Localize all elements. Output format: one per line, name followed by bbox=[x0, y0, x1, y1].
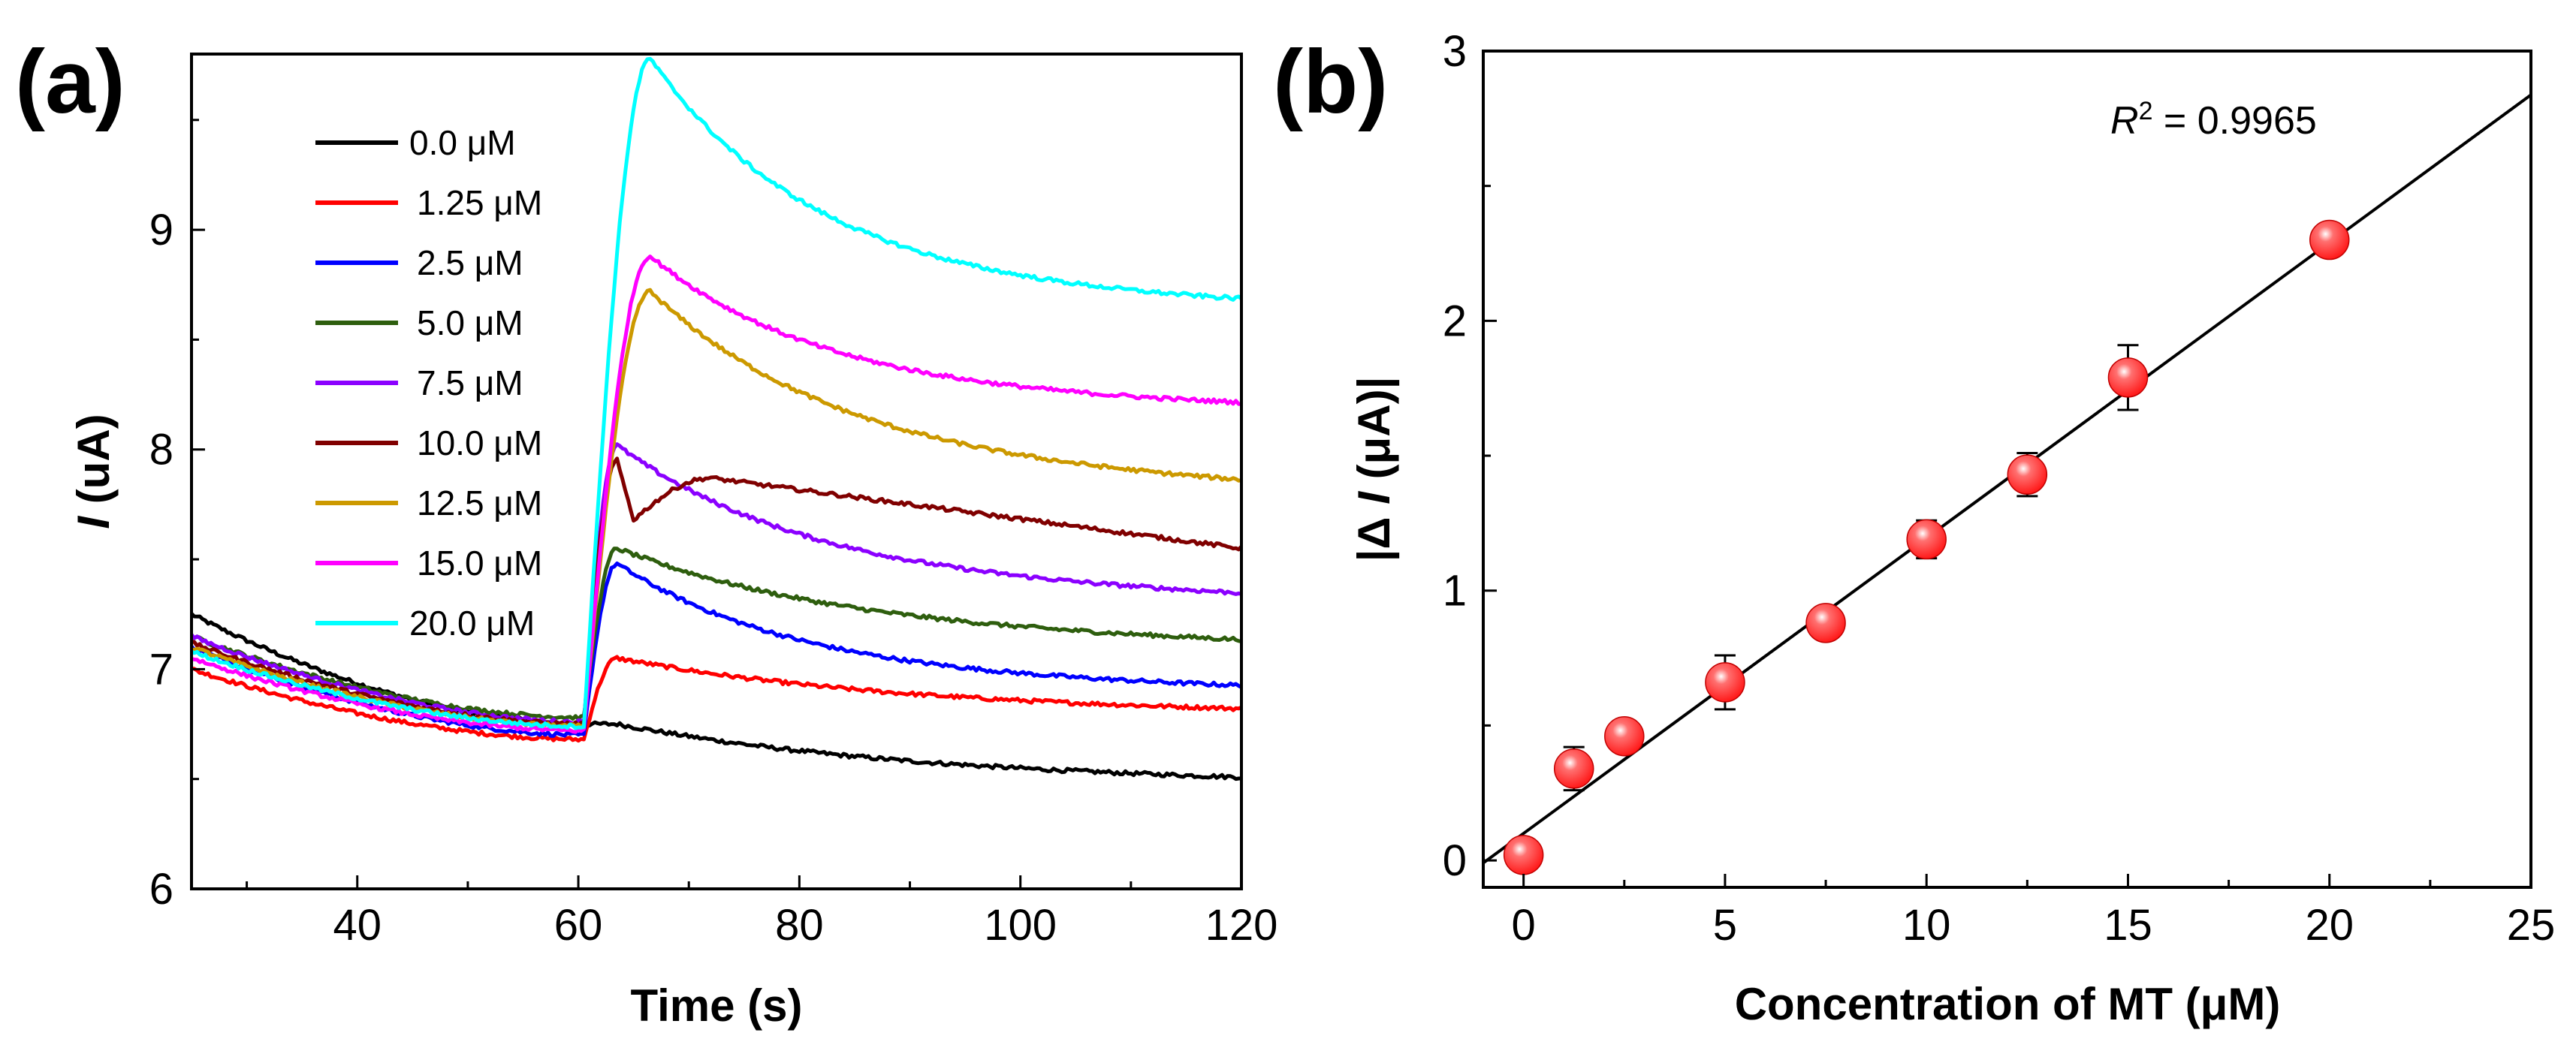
panel-a-legend-label-2: 2.5 μM bbox=[417, 243, 523, 282]
panel-a-ticks: 40 60 80 100 120 6 7 8 9 bbox=[149, 119, 1278, 950]
panel-b-r-squared: R2 = 0.9965 bbox=[2110, 97, 2317, 143]
panel-b-data-point-4 bbox=[1805, 603, 1846, 643]
panel-a-series-line-8 bbox=[190, 56, 1243, 730]
panel-a-series-group bbox=[190, 56, 1243, 781]
panel-a-series-line-1 bbox=[191, 655, 1243, 743]
panel-b-x-tick-label: 25 bbox=[2507, 901, 2556, 950]
panel-b-r-symbol: R bbox=[2110, 99, 2139, 143]
panel-a-y-tick-label: 9 bbox=[149, 206, 173, 254]
panel-b-r-value: = 0.9965 bbox=[2152, 99, 2316, 143]
panel-a-legend-label-3: 5.0 μM bbox=[417, 303, 523, 342]
panel-a-x-tick-label: 120 bbox=[1205, 901, 1278, 950]
panel-b-y-axis-title: |Δ I (μA)| bbox=[1349, 377, 1400, 562]
panel-a-label: (a) bbox=[15, 32, 125, 132]
panel-b-x-tick-label: 0 bbox=[1512, 901, 1536, 950]
panel-b-data-point-5 bbox=[1906, 519, 1947, 560]
panel-b-x-axis-title: Concentration of MT (μM) bbox=[1735, 979, 2281, 1029]
panel-b-r-sup: 2 bbox=[2139, 97, 2153, 125]
panel-a-series-line-6 bbox=[191, 288, 1242, 730]
panel-a-legend-label-8: 20.0 μM bbox=[409, 604, 535, 643]
panel-b-data-point-0 bbox=[1503, 835, 1544, 875]
panel-a-chart: (a) 40 60 80 100 120 6 7 8 9 0.0 μM 1.25 μM 2.5 μM… bbox=[15, 32, 1277, 1031]
panel-b-data-point-8 bbox=[2309, 219, 2350, 260]
panel-b-data-point-2 bbox=[1604, 716, 1645, 757]
panel-a-y-tick-label: 7 bbox=[149, 645, 173, 694]
panel-a-series-line-7 bbox=[191, 254, 1242, 734]
panel-a-legend-label-1: 1.25 μM bbox=[417, 183, 542, 222]
panel-b-x-tick-label: 15 bbox=[2104, 901, 2152, 950]
panel-b-points-group bbox=[1503, 219, 2350, 875]
panel-b-y-axis-title-prefix: |Δ bbox=[1349, 504, 1400, 562]
panel-a-y-axis-title-rest: (uA) bbox=[68, 414, 119, 516]
panel-b-x-tick-label: 20 bbox=[2305, 901, 2354, 950]
panel-b-fit-group bbox=[1482, 93, 2532, 865]
panel-a-legend-label-0: 0.0 μM bbox=[409, 123, 516, 162]
panel-a-y-tick-label: 6 bbox=[149, 865, 173, 914]
panel-b-frame bbox=[1482, 50, 2532, 889]
panel-a-legend-label-6: 12.5 μM bbox=[417, 483, 542, 522]
panel-a-series-line-5 bbox=[191, 456, 1243, 728]
panel-a-series-line-3 bbox=[190, 547, 1242, 721]
panel-b-y-tick-label: 2 bbox=[1443, 297, 1467, 345]
panel-b-y-tick-label: 1 bbox=[1443, 567, 1467, 616]
panel-a-y-axis-title: I (uA) bbox=[68, 414, 119, 529]
panel-a-y-tick-label: 8 bbox=[149, 426, 173, 474]
panel-b-x-tick-label: 10 bbox=[1902, 901, 1951, 950]
panel-a-x-tick-label: 60 bbox=[554, 901, 603, 950]
panel-b-y-axis-title-italic: I bbox=[1349, 491, 1399, 504]
panel-b-data-point-6 bbox=[2007, 454, 2048, 495]
panel-a-legend: 0.0 μM 1.25 μM 2.5 μM 5.0 μM 7.5 μM 10.0 μM 12… bbox=[315, 123, 542, 643]
panel-a-legend-label-4: 7.5 μM bbox=[417, 363, 523, 402]
panel-a-legend-label-5: 10.0 μM bbox=[417, 423, 542, 462]
panel-b-y-axis-title-suffix: (μA)| bbox=[1349, 377, 1400, 492]
panel-b-data-point-3 bbox=[1705, 662, 1745, 703]
panel-a-x-tick-label: 80 bbox=[775, 901, 824, 950]
panel-b-data-point-1 bbox=[1553, 748, 1594, 789]
panel-a-y-axis-title-italic: I bbox=[68, 516, 119, 529]
panel-b-y-tick-label: 0 bbox=[1443, 836, 1467, 885]
panel-b-fit-line bbox=[1482, 93, 2532, 865]
panel-a-frame bbox=[190, 53, 1243, 890]
panel-b-label: (b) bbox=[1273, 32, 1388, 132]
panel-b-data-point-7 bbox=[2107, 357, 2149, 398]
panel-a-x-tick-label: 40 bbox=[333, 901, 382, 950]
panel-a-x-axis-title: Time (s) bbox=[631, 980, 803, 1031]
panel-a-legend-label-7: 15.0 μM bbox=[417, 544, 542, 583]
panel-a-series-line-4 bbox=[190, 442, 1242, 726]
panel-a-x-tick-label: 100 bbox=[984, 901, 1057, 950]
panel-b-x-tick-label: 5 bbox=[1713, 901, 1737, 950]
panel-b-y-tick-label: 3 bbox=[1443, 27, 1467, 76]
panel-b-ticks: 0 5 10 15 20 25 0 1 2 3 bbox=[1443, 27, 2556, 950]
